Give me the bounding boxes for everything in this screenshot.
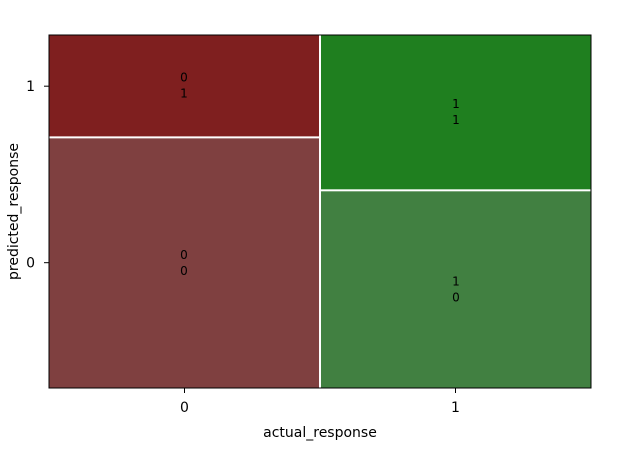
axis-ticks: 0 1 0 1 bbox=[26, 79, 460, 416]
mosaic-cell-0-0 bbox=[49, 138, 319, 388]
mosaic-cell-1-1 bbox=[321, 35, 591, 190]
x-axis-label: actual_response bbox=[263, 425, 377, 441]
cell-label-1-1-line2: 1 bbox=[452, 113, 460, 127]
cell-label-0-0-line2: 0 bbox=[180, 264, 188, 278]
cell-label-0-1-line1: 0 bbox=[180, 71, 188, 85]
cell-label-1-0-line2: 0 bbox=[452, 291, 460, 305]
cell-label-0-0-line1: 0 bbox=[180, 248, 188, 262]
x-tick-label-1: 1 bbox=[451, 400, 460, 416]
cell-label-0-1-line2: 1 bbox=[180, 87, 188, 101]
y-axis-label: predicted_response bbox=[6, 143, 22, 280]
y-tick-label-1: 1 bbox=[26, 79, 35, 95]
cell-label-1-1-line1: 1 bbox=[452, 97, 460, 111]
mosaic-cell-1-0 bbox=[321, 191, 591, 388]
mosaic-cells: 0 0 0 1 1 0 1 1 bbox=[49, 35, 591, 388]
y-tick-label-0: 0 bbox=[26, 256, 35, 272]
mosaic-cell-0-1 bbox=[49, 35, 319, 137]
cell-label-1-0-line1: 1 bbox=[452, 275, 460, 289]
plot-frame bbox=[48, 34, 592, 389]
x-tick-label-0: 0 bbox=[180, 400, 189, 416]
